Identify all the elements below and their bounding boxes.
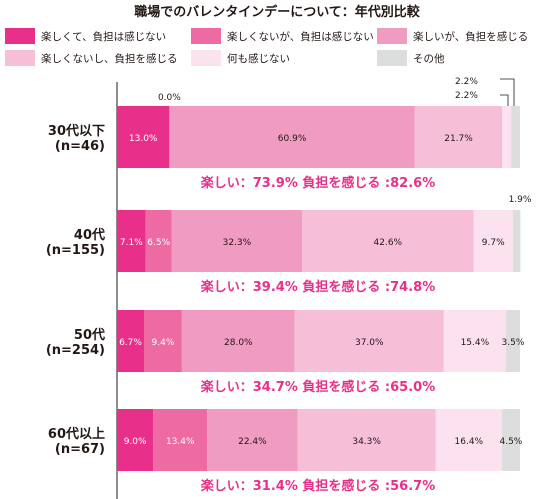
- bar-group: 50代(n=254) 6.7% 9.4% 28.0% 37.0% 15.4% 3.5% 楽しい…: [46, 310, 525, 395]
- data-label: 32.3%: [223, 238, 252, 248]
- data-label: 16.4%: [455, 437, 484, 447]
- data-label: 0.0%: [158, 93, 181, 103]
- category-label: 40代(n=155): [46, 227, 105, 258]
- legend-swatch: [5, 28, 35, 44]
- bar-segment: [443, 310, 506, 372]
- bar-segment: [512, 210, 521, 272]
- summary-text: 楽しい：31.4% 負担を感じる :56.7%: [200, 478, 435, 494]
- data-label: 1.9%: [509, 195, 532, 205]
- legend-swatch: [377, 28, 407, 44]
- bar-segment: [501, 409, 520, 471]
- bar-segment: [145, 210, 172, 272]
- bar-segment: [117, 106, 170, 168]
- bar-group: 30代以下(n=46) 13.0% 0.0% 60.9% 21.7% 2.2% 2.2% 楽し…: [48, 77, 520, 191]
- bar-segment: [505, 310, 520, 372]
- legend: 楽しくて、負担は感じない 楽しくないが、負担は感じない 楽しいが、負担を感じる楽しく…: [5, 28, 528, 66]
- legend-item: 何も感じない: [191, 50, 290, 66]
- data-label: 4.5%: [499, 437, 522, 447]
- bar-segment: [473, 210, 513, 272]
- data-label: 2.2%: [455, 91, 478, 101]
- data-label: 6.7%: [119, 338, 142, 348]
- summary-text: 楽しい：39.4% 負担を感じる :74.8%: [200, 279, 435, 295]
- leader-line: [500, 94, 509, 106]
- data-label: 37.0%: [355, 338, 384, 348]
- legend-item: 楽しくないし、負担を感じる: [5, 50, 178, 66]
- data-label: 22.4%: [238, 437, 267, 447]
- legend-label: その他: [413, 52, 445, 65]
- bar-segment: [153, 409, 208, 471]
- leader-lines: [500, 78, 515, 106]
- legend-item: 楽しくないが、負担は感じない: [191, 28, 374, 44]
- category-label: 50代(n=254): [46, 327, 105, 358]
- legend-label: 楽しくないが、負担は感じない: [227, 30, 374, 43]
- legend-swatch: [377, 50, 407, 66]
- data-label: 21.7%: [444, 134, 473, 144]
- legend-label: 何も感じない: [227, 52, 290, 65]
- data-label: 42.6%: [374, 238, 403, 248]
- bars: 30代以下(n=46) 13.0% 0.0% 60.9% 21.7% 2.2% 2.2% 楽し…: [46, 77, 532, 494]
- legend-item: その他: [377, 50, 445, 66]
- data-label: 60.9%: [278, 134, 307, 144]
- data-label: 9.0%: [124, 437, 147, 447]
- data-label: 6.5%: [147, 238, 170, 248]
- data-label: 2.2%: [455, 77, 478, 87]
- summary-text: 楽しい：73.9% 負担を感じる :82.6%: [200, 175, 435, 191]
- bar-segment: [207, 409, 298, 471]
- data-label: 9.4%: [152, 338, 175, 348]
- data-label: 7.1%: [120, 238, 143, 248]
- bar-segment: [294, 310, 444, 372]
- data-label: 13.4%: [166, 437, 195, 447]
- legend-label: 楽しくて、負担は感じない: [41, 30, 166, 43]
- bar-segment: [502, 106, 512, 168]
- data-label: 13.0%: [129, 134, 158, 144]
- bar-segment: [117, 310, 145, 372]
- data-label: 15.4%: [461, 338, 490, 348]
- legend-item: 楽しいが、負担を感じる: [377, 28, 528, 44]
- legend-swatch: [191, 28, 221, 44]
- bar-segment: [144, 310, 182, 372]
- bar-segment: [117, 210, 146, 272]
- bar-segment: [169, 106, 415, 168]
- data-label: 34.3%: [352, 437, 381, 447]
- category-label: 60代以上(n=67): [48, 426, 105, 457]
- legend-item: 楽しくて、負担は感じない: [5, 28, 166, 44]
- data-label: 3.5%: [502, 338, 525, 348]
- bar-segment: [181, 310, 295, 372]
- legend-swatch: [5, 50, 35, 66]
- bar-segment: [171, 210, 302, 272]
- category-label: 30代以下(n=46): [48, 123, 105, 154]
- bar-segment: [297, 409, 436, 471]
- legend-label: 楽しくないし、負担を感じる: [41, 52, 178, 65]
- bar-segment: [511, 106, 520, 168]
- legend-label: 楽しいが、負担を感じる: [413, 30, 528, 43]
- data-label: 9.7%: [482, 238, 505, 248]
- legend-swatch: [191, 50, 221, 66]
- bar-segment: [117, 409, 154, 471]
- bar-group: 60代以上(n=67) 9.0% 13.4% 22.4% 34.3% 16.4% 4.5% 楽…: [48, 409, 523, 494]
- leader-line: [500, 78, 515, 106]
- bar-group: 40代(n=155) 7.1% 6.5% 32.3% 42.6% 9.7% 1.9% 楽しい：…: [46, 195, 532, 295]
- data-label: 28.0%: [224, 338, 253, 348]
- bar-segment: [414, 106, 503, 168]
- bar-segment: [435, 409, 502, 471]
- chart-title: 職場でのバレンタインデーについて：年代別比較: [134, 4, 421, 20]
- summary-text: 楽しい：34.7% 負担を感じる :65.0%: [200, 379, 435, 395]
- bar-segment: [301, 210, 474, 272]
